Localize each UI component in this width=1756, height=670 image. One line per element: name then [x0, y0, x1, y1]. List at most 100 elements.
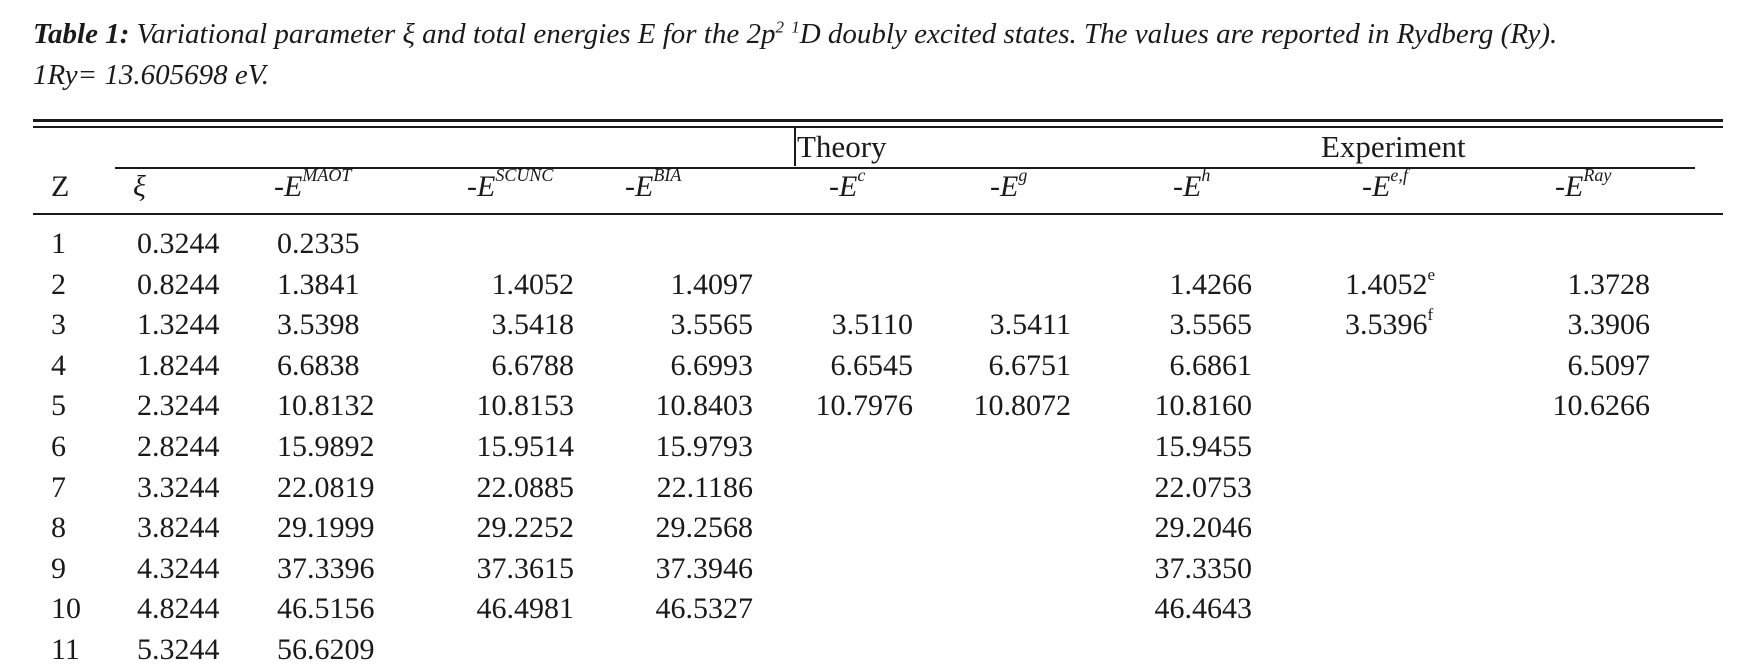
caption-sup-1: 2 — [775, 17, 784, 37]
column-header-superscript: e,f — [1390, 165, 1408, 185]
table-cell-h: 3.5565 — [1170, 305, 1253, 345]
column-header-h: -Eh — [1173, 165, 1210, 209]
column-header-label: -E — [274, 170, 303, 203]
top-rule-thick — [33, 119, 1723, 122]
table-cell-maot: 56.6209 — [277, 630, 375, 670]
table-cell-scunc: 6.6788 — [492, 346, 575, 386]
table-cell-xi: 3.3244 — [137, 468, 220, 508]
cell-value: 9 — [51, 551, 66, 585]
table-cell-z: 7 — [51, 468, 66, 508]
cell-value: 10.6266 — [1552, 389, 1651, 423]
cell-value: 4.3244 — [137, 551, 220, 585]
cell-value: 6 — [51, 430, 66, 463]
cell-reference-superscript: f — [1427, 305, 1434, 325]
table-cell-g: 6.6751 — [989, 346, 1072, 386]
table-caption: Table 1: Variational parameter ξ and tot… — [33, 14, 1733, 96]
table-cell-c: 3.5110 — [832, 305, 913, 345]
table-cell-c: 10.7976 — [816, 386, 914, 426]
cell-value: 56.6209 — [277, 633, 375, 666]
cell-value: 1.8244 — [137, 348, 220, 382]
cell-value: 29.1999 — [277, 511, 375, 545]
cell-value: 3.3244 — [137, 470, 220, 504]
cell-value: 22.0753 — [1154, 470, 1253, 504]
cell-value: 3.8244 — [137, 511, 220, 545]
cell-value: 1.4052 — [1345, 267, 1428, 301]
column-header-bia: -EBIA — [625, 165, 681, 209]
column-header-z: Z — [51, 165, 69, 209]
table-cell-xi: 2.8244 — [137, 427, 220, 467]
cell-value: 3.5411 — [989, 308, 1071, 342]
table-cell-maot: 0.2335 — [277, 224, 360, 264]
cell-value: 29.2046 — [1154, 511, 1253, 545]
cell-value: 1.3244 — [137, 308, 220, 342]
cell-value: 10.8160 — [1154, 389, 1253, 423]
cell-value: 37.3350 — [1154, 551, 1253, 585]
table-cell-z: 1 — [51, 224, 66, 264]
cell-value: 2.3244 — [137, 389, 220, 423]
table-cell-maot: 6.6838 — [277, 346, 360, 386]
table-cell-ef: 1.4052e — [1345, 265, 1435, 305]
table-cell-scunc: 10.8153 — [477, 386, 575, 426]
table-cell-maot: 37.3396 — [277, 549, 375, 589]
column-header-xi: ξ — [133, 165, 146, 209]
cell-value: 5 — [51, 389, 66, 423]
cell-value: 37.3615 — [476, 551, 575, 585]
cell-value: 46.5327 — [655, 592, 754, 626]
cell-value: 15.9892 — [277, 430, 375, 463]
cell-value: 4 — [51, 348, 66, 382]
table-cell-maot: 10.8132 — [277, 386, 375, 426]
table-cell-bia: 37.3946 — [656, 549, 754, 589]
table-cell-bia: 3.5565 — [671, 305, 754, 345]
cell-value: 46.4981 — [476, 592, 575, 626]
cell-value: 11 — [51, 633, 80, 666]
table-cell-h: 6.6861 — [1170, 346, 1253, 386]
table-cell-c: 6.6545 — [831, 346, 914, 386]
cell-value: 6.6838 — [277, 348, 360, 382]
cell-value: 10.7976 — [815, 389, 914, 423]
cell-value: 2 — [51, 267, 66, 301]
table-cell-z: 9 — [51, 549, 66, 589]
cell-value: 3.5418 — [491, 308, 575, 342]
cell-value: 0.2335 — [277, 227, 360, 260]
cell-value: 37.3396 — [277, 551, 375, 585]
column-header-c: -Ec — [829, 165, 865, 209]
table-cell-xi: 1.3244 — [137, 305, 220, 345]
header-rule — [33, 213, 1723, 215]
column-header-label: -E — [990, 170, 1019, 203]
column-header-label: ξ — [133, 170, 146, 203]
table-cell-h: 22.0753 — [1155, 468, 1253, 508]
table-cell-h: 10.8160 — [1155, 386, 1253, 426]
column-header-ef: -Ee,f — [1362, 165, 1408, 209]
table-cell-bia: 1.4097 — [671, 265, 754, 305]
cell-value: 1 — [51, 227, 66, 260]
column-header-maot: -EMAOT — [274, 165, 351, 209]
caption-sup-2: 1 — [791, 17, 800, 37]
table-cell-xi: 1.8244 — [137, 346, 220, 386]
cell-value: 46.5156 — [277, 592, 375, 626]
cell-value: 10.8403 — [655, 389, 754, 423]
table-cell-scunc: 37.3615 — [477, 549, 575, 589]
table-cell-maot: 15.9892 — [277, 427, 375, 467]
table-cell-maot: 22.0819 — [277, 468, 375, 508]
table-cell-xi: 2.3244 — [137, 386, 220, 426]
cell-value: 10.8132 — [277, 389, 375, 423]
column-header-label: -E — [829, 170, 858, 203]
cell-value: 3.5398 — [277, 308, 360, 342]
table-cell-h: 29.2046 — [1155, 508, 1253, 548]
table-cell-maot: 1.3841 — [277, 265, 360, 305]
table-cell-scunc: 46.4981 — [477, 589, 575, 629]
table-cell-maot: 3.5398 — [277, 305, 360, 345]
table-cell-ray: 3.3906 — [1568, 305, 1651, 345]
table-cell-bia: 6.6993 — [671, 346, 754, 386]
table-cell-scunc: 1.4052 — [492, 265, 575, 305]
column-header-scunc: -ESCUNC — [467, 165, 553, 209]
group-underline — [115, 167, 1695, 169]
cell-value: 10.8072 — [973, 389, 1072, 423]
column-header-label: Z — [51, 170, 70, 203]
table-cell-xi: 0.3244 — [137, 224, 220, 264]
cell-value: 1.4266 — [1169, 267, 1253, 301]
cell-value: 10.8153 — [476, 389, 575, 423]
cell-value: 22.1186 — [656, 470, 753, 504]
table-cell-bia: 29.2568 — [656, 508, 754, 548]
table-cell-scunc: 22.0885 — [477, 468, 575, 508]
